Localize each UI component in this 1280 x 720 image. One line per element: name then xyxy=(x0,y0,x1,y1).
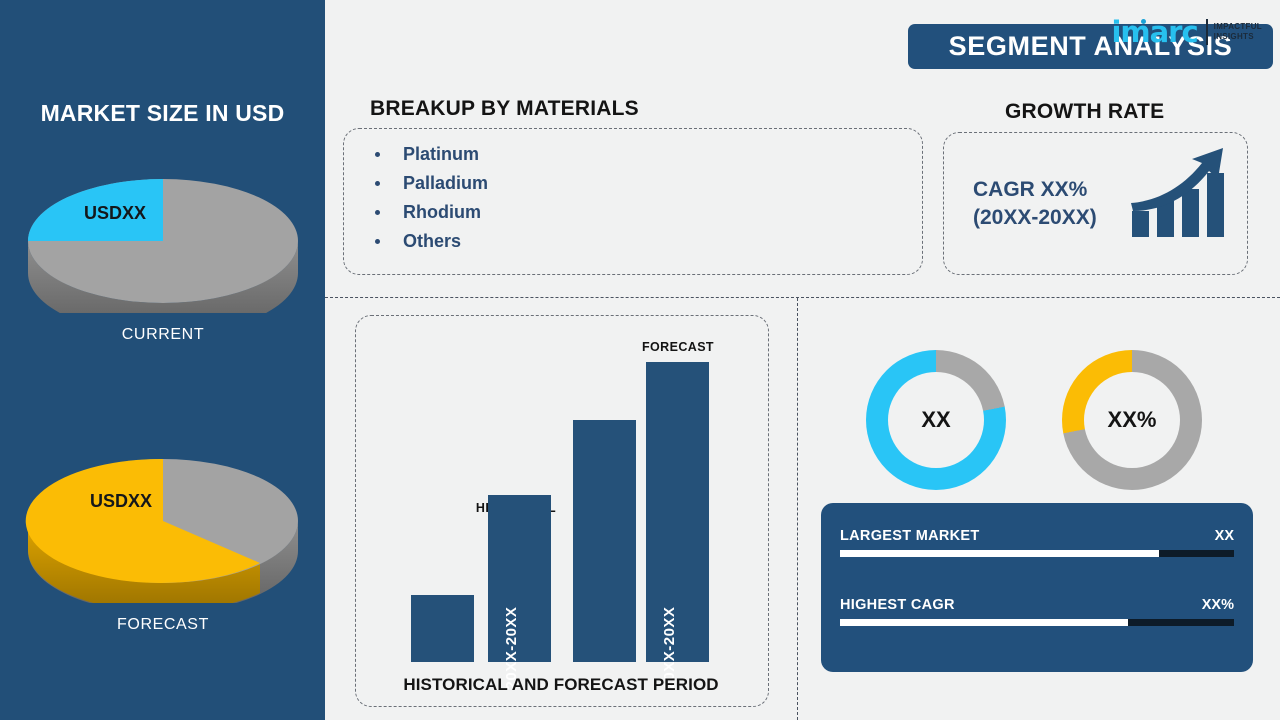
bar-1 xyxy=(411,595,474,662)
material-label: Rhodium xyxy=(403,201,481,222)
bar-2: 20XX-20XX xyxy=(488,495,551,689)
growth-rate-text: CAGR XX% (20XX-20XX) xyxy=(973,176,1097,233)
stat-2-track xyxy=(840,619,1234,626)
page-title: SEGMENT ANALYSIS xyxy=(908,24,1273,69)
stat-2-value: XX% xyxy=(1201,597,1234,613)
stats-panel: LARGEST MARKET XX HIGHEST CAGR XX% xyxy=(821,503,1253,672)
materials-title: BREAKUP BY MATERIALS xyxy=(370,97,639,120)
donut-2-hole: XX% xyxy=(1084,372,1180,468)
imarc-logo: imarc IMPACTFUL INSIGHTS xyxy=(1111,10,1262,54)
materials-box xyxy=(343,128,923,275)
bar-annotation-forecast: FORECAST xyxy=(642,340,714,354)
market-share-donut: XX xyxy=(866,350,1006,490)
bullet-icon xyxy=(375,238,380,244)
horizontal-divider xyxy=(325,297,1280,298)
bar-chart-caption: HISTORICAL AND FORECAST PERIOD xyxy=(403,675,719,694)
logo-wordmark: imarc xyxy=(1111,14,1198,49)
stat-1-head: LARGEST MARKET XX xyxy=(840,528,1234,544)
cagr-line2: (20XX-20XX) xyxy=(973,206,1097,230)
stat-2-fill xyxy=(840,619,1128,626)
stat-largest-market: LARGEST MARKET XX xyxy=(840,528,1234,557)
bullet-icon xyxy=(375,151,380,157)
stat-2-label: HIGHEST CAGR xyxy=(840,597,955,613)
pie-current-svg xyxy=(28,179,298,335)
donut-1-hole: XX xyxy=(888,372,984,468)
pie-forecast-svg xyxy=(25,458,298,613)
stat-1-fill xyxy=(840,550,1160,557)
stat-1-value: XX xyxy=(1214,528,1234,544)
cagr-donut: XX% xyxy=(1062,350,1202,490)
logo-tagline: IMPACTFUL INSIGHTS xyxy=(1214,22,1262,42)
logo-tag-line2: INSIGHTS xyxy=(1213,32,1254,41)
stat-1-label: LARGEST MARKET xyxy=(840,528,980,544)
pie-chart-current: USDXX CURRENT xyxy=(22,163,304,344)
material-label: Palladium xyxy=(403,172,489,193)
pie-chart-forecast: USDXX FORECAST xyxy=(22,443,304,634)
bullet-icon xyxy=(375,209,380,215)
materials-list: Platinum Palladium Rhodium Others xyxy=(375,140,488,256)
bar-chart: HISTORICAL 20XX-20XX FORECAST 20XX-20XX xyxy=(355,315,767,705)
material-label: Others xyxy=(403,230,462,251)
pie-forecast-caption: FORECAST xyxy=(117,616,209,633)
stat-highest-cagr: HIGHEST CAGR XX% xyxy=(840,597,1234,626)
sidebar: MARKET SIZE IN USD USDXX CURRENT xyxy=(0,0,325,720)
bar-4: 20XX-20XX xyxy=(646,362,709,689)
sidebar-title: MARKET SIZE IN USD xyxy=(40,100,285,126)
list-item: Platinum xyxy=(375,140,488,168)
list-item: Others xyxy=(375,227,488,255)
donut-1-value: XX xyxy=(921,407,951,432)
growth-rate-title: GROWTH RATE xyxy=(1005,100,1165,123)
page-title-text: SEGMENT ANALYSIS xyxy=(948,31,1233,61)
stat-1-track xyxy=(840,550,1234,557)
list-item: Rhodium xyxy=(375,198,488,226)
cagr-line1: CAGR XX% xyxy=(973,178,1088,201)
bullet-icon xyxy=(375,180,380,186)
list-item: Palladium xyxy=(375,169,488,197)
stat-2-head: HIGHEST CAGR XX% xyxy=(840,597,1234,613)
header: SEGMENT ANALYSIS imarc IMPACTFUL INSIGHT… xyxy=(325,0,1280,88)
bar-3 xyxy=(573,420,636,662)
donut-2-value: XX% xyxy=(1107,407,1157,432)
growth-bar-arrow-icon xyxy=(1128,143,1228,248)
vertical-divider xyxy=(797,298,798,720)
material-label: Platinum xyxy=(403,143,480,164)
pie-current-caption: CURRENT xyxy=(121,326,205,343)
logo-tag-line1: IMPACTFUL xyxy=(1213,22,1262,31)
logo-dot-icon xyxy=(1140,18,1146,24)
logo-divider xyxy=(1205,19,1208,45)
